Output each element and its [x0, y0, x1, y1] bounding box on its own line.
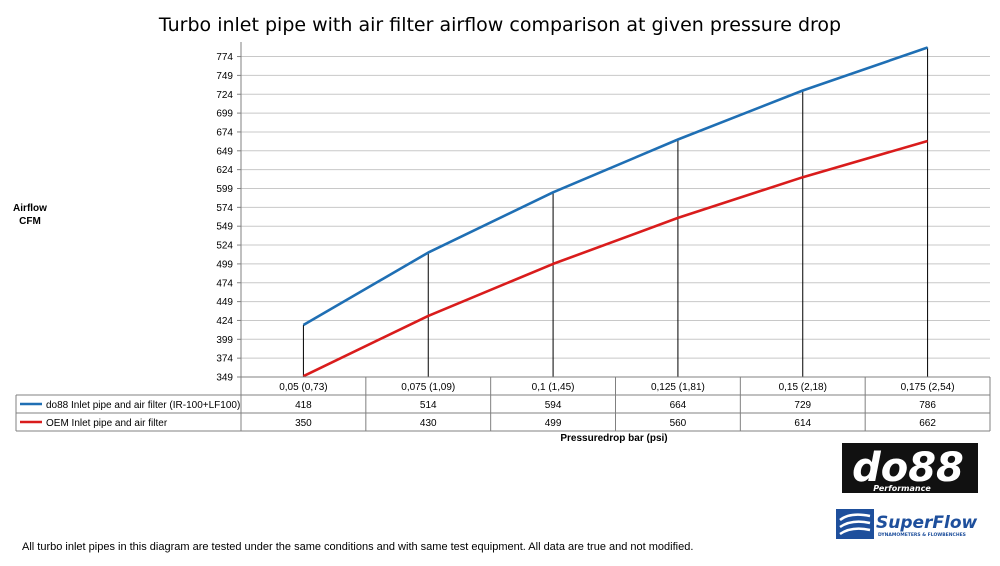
- drop-lines: [302, 47, 929, 377]
- y-tick-label: 424: [216, 316, 233, 327]
- y-tick-label: 649: [216, 146, 233, 157]
- data-label: 786: [919, 400, 936, 411]
- y-tick-label: 499: [216, 259, 233, 270]
- y-tick-labels: 349 374 399 424 449 474 499 524 549 574 599 624 649 6…: [216, 52, 233, 383]
- y-axis-label-line1: Airflow: [13, 203, 47, 214]
- y-tick-label: 399: [216, 335, 233, 346]
- y-tick-label: 449: [216, 297, 233, 308]
- x-tick-label: 0,1 (1,45): [532, 382, 575, 393]
- x-tick-label: 0,175 (2,54): [901, 382, 955, 393]
- data-label: 514: [420, 400, 437, 411]
- y-tick-label: 624: [216, 165, 233, 176]
- data-table: 0,05 (0,73) 0,075 (1,09) 0,1 (1,45) 0,125 (…: [15, 376, 991, 432]
- data-label: 560: [670, 418, 687, 429]
- y-tick-label: 699: [216, 109, 233, 120]
- y-axis-label-line2: CFM: [19, 216, 41, 227]
- data-label: 499: [545, 418, 562, 429]
- series-line-2: [302, 139, 928, 378]
- data-label: 418: [295, 400, 312, 411]
- do88-logo-text: do88: [852, 445, 964, 491]
- data-label: 729: [794, 400, 811, 411]
- data-label: 594: [545, 400, 562, 411]
- footnote: All turbo inlet pipes in this diagram ar…: [22, 541, 694, 553]
- superflow-logo: SuperFlow DYNAMOMETERS & FLOWBENCHES: [836, 509, 978, 539]
- x-axis-label: Pressuredrop bar (psi): [560, 433, 667, 444]
- series-lines: [302, 46, 929, 378]
- y-tick-label: 574: [216, 203, 233, 214]
- y-tick-label: 724: [216, 90, 233, 101]
- data-label: 662: [919, 418, 936, 429]
- gridlines: [237, 42, 990, 378]
- do88-logo-sub: Performance: [873, 484, 931, 493]
- data-label: 430: [420, 418, 437, 429]
- x-tick-label: 0,075 (1,09): [401, 382, 455, 393]
- data-label: 664: [670, 400, 687, 411]
- data-label: 614: [794, 418, 811, 429]
- y-tick-label: 674: [216, 127, 233, 138]
- chart-title: Turbo inlet pipe with air filter airflow…: [158, 14, 841, 36]
- legend-entry-2: OEM Inlet pipe and air filter: [46, 418, 168, 429]
- superflow-logo-sub: DYNAMOMETERS & FLOWBENCHES: [878, 532, 966, 538]
- superflow-logo-text: SuperFlow: [876, 513, 978, 533]
- y-tick-label: 749: [216, 71, 233, 82]
- y-tick-label: 599: [216, 184, 233, 195]
- y-tick-label: 549: [216, 222, 233, 233]
- data-label: 350: [295, 418, 312, 429]
- y-tick-label: 349: [216, 373, 233, 384]
- series-line-1: [302, 46, 929, 327]
- x-tick-label: 0,05 (0,73): [279, 382, 327, 393]
- do88-logo: do88 Performance: [842, 443, 978, 493]
- y-tick-label: 774: [216, 52, 233, 63]
- y-tick-label: 374: [216, 354, 233, 365]
- x-tick-label: 0,15 (2,18): [779, 382, 827, 393]
- y-tick-label: 524: [216, 241, 233, 252]
- y-tick-label: 474: [216, 278, 233, 289]
- x-tick-label: 0,125 (1,81): [651, 382, 705, 393]
- legend-entry-1: do88 Inlet pipe and air filter (IR-100+L…: [46, 400, 240, 411]
